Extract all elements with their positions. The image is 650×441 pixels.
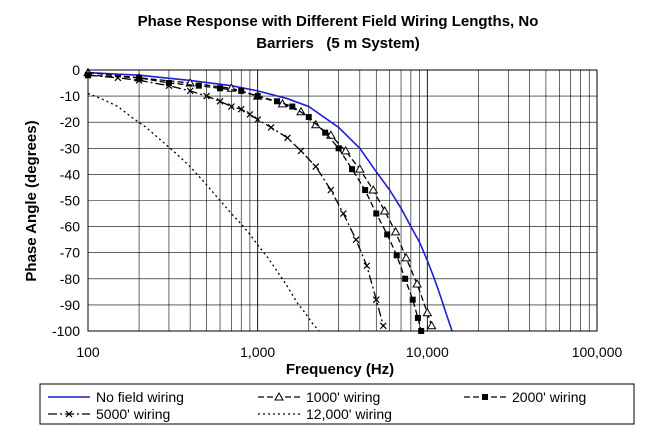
data-point-2000-wiring — [273, 98, 280, 105]
y-tick-label: 0 — [72, 62, 80, 78]
series-line-no-field-wiring — [87, 71, 453, 332]
chart-title-line-1: Phase Response with Different Field Wiri… — [138, 13, 539, 30]
data-point-5000-wiring — [246, 110, 254, 118]
y-tick-label: -10 — [60, 88, 80, 104]
data-point-5000-wiring — [254, 116, 262, 124]
data-point-5000-wiring — [379, 322, 387, 330]
series-line-2000-wiring — [87, 74, 422, 332]
legend-marker-1000-wiring — [274, 391, 284, 401]
x-tick-label: 100 — [76, 344, 100, 360]
data-point-1000-wiring — [368, 185, 379, 194]
data-point-1000-wiring — [426, 320, 437, 330]
data-point-2000-wiring — [384, 231, 391, 238]
grid-lines — [87, 69, 597, 332]
data-point-1000-wiring — [340, 145, 351, 155]
legend-marker-2000-wiring — [482, 394, 488, 400]
data-point-1000-wiring — [354, 164, 365, 173]
data-point-5000-wiring — [363, 262, 371, 270]
y-tick-label: -50 — [60, 193, 80, 209]
y-tick-label: -80 — [60, 271, 80, 287]
legend: No field wiring 1000' wiring 2000' wiring 5… — [39, 383, 635, 425]
data-point-2000-wiring — [409, 296, 416, 303]
data-point-2000-wiring — [373, 210, 380, 217]
data-point-1000-wiring — [390, 226, 401, 236]
data-point-2000-wiring — [289, 103, 296, 110]
data-point-2000-wiring — [402, 275, 409, 282]
data-point-5000-wiring — [297, 147, 305, 155]
series-line-12-000-wiring — [87, 92, 320, 332]
data-point-5000-wiring — [227, 103, 235, 110]
data-point-5000-wiring — [203, 92, 211, 100]
data-point-5000-wiring — [216, 97, 224, 105]
legend-marker-5000-wiring — [65, 410, 73, 418]
legend-label-12-000-wiring: 12,000' wiring — [306, 406, 392, 422]
data-point-5000-wiring — [186, 87, 194, 95]
data-point-2000-wiring — [414, 314, 421, 321]
data-point-5000-wiring — [284, 134, 291, 142]
data-point-5000-wiring — [312, 163, 320, 170]
data-point-2000-wiring — [217, 85, 224, 92]
y-tick-label: -40 — [60, 166, 80, 182]
data-point-2000-wiring — [238, 87, 245, 94]
legend-label-2000-wiring: 2000' wiring — [512, 389, 586, 405]
y-tick-label: -60 — [60, 219, 80, 235]
data-point-5000-wiring — [327, 186, 335, 194]
y-tick-label: -20 — [60, 114, 80, 130]
x-axis-label: Frequency (Hz) — [286, 361, 394, 378]
data-point-1000-wiring — [412, 279, 422, 288]
chart-title-line-2: Barriers (5 m System) — [256, 35, 419, 52]
data-point-2000-wiring — [322, 129, 329, 136]
data-point-1000-wiring — [401, 252, 411, 262]
y-tick-label: -100 — [52, 323, 80, 339]
data-point-2000-wiring — [195, 82, 202, 89]
data-point-5000-wiring — [339, 210, 347, 217]
legend-label-1000-wiring: 1000' wiring — [306, 389, 380, 405]
data-point-2000-wiring — [136, 74, 143, 81]
data-point-2000-wiring — [335, 145, 342, 152]
data-point-2000-wiring — [393, 252, 400, 259]
x-axis-ticks: 100 1,000 10,000 100,000 — [76, 344, 622, 360]
series-line-1000-wiring — [87, 71, 433, 327]
data-point-2000-wiring — [165, 80, 172, 87]
y-axis-ticks: 0 -10 -20 -30 -40 -50 -60 -70 -80 -90 -100 — [52, 62, 80, 339]
y-tick-label: -90 — [60, 297, 80, 313]
legend-label-no-field-wiring: No field wiring — [96, 389, 184, 405]
data-point-2000-wiring — [362, 187, 369, 194]
y-axis-label: Phase Angle (degrees) — [23, 120, 40, 281]
x-tick-label: 1,000 — [240, 344, 275, 360]
legend-label-5000-wiring: 5000' wiring — [96, 406, 170, 422]
data-point-5000-wiring — [267, 123, 275, 131]
data-point-5000-wiring — [372, 296, 380, 304]
data-point-2000-wiring — [349, 166, 356, 173]
x-tick-label: 10,000 — [406, 344, 449, 360]
data-point-1000-wiring — [379, 205, 390, 215]
y-tick-label: -30 — [60, 140, 80, 156]
plot-frame — [87, 69, 598, 332]
legend-box — [39, 383, 635, 425]
data-point-2000-wiring — [254, 93, 261, 100]
y-tick-label: -70 — [60, 245, 80, 261]
data-point-5000-wiring — [165, 82, 173, 90]
data-point-2000-wiring — [305, 113, 312, 120]
x-tick-label: 100,000 — [572, 344, 623, 360]
data-point-5000-wiring — [237, 105, 245, 113]
data-point-5000-wiring — [114, 74, 122, 82]
data-point-5000-wiring — [135, 77, 143, 84]
data-point-1000-wiring — [422, 307, 433, 317]
data-point-5000-wiring — [352, 236, 360, 244]
